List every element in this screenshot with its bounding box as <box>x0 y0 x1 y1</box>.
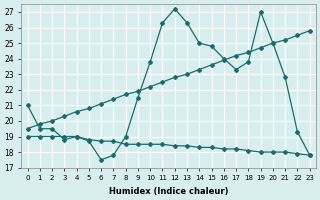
X-axis label: Humidex (Indice chaleur): Humidex (Indice chaleur) <box>109 187 228 196</box>
